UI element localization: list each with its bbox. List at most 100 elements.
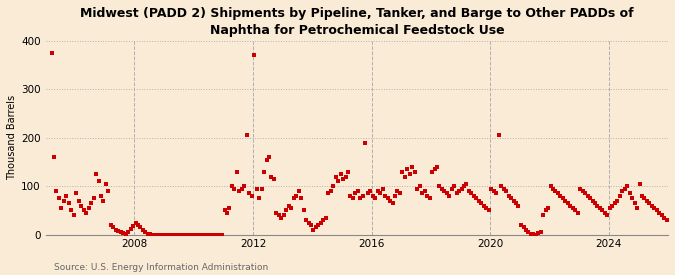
Point: [523, 230, 534, 234]
Title: Midwest (PADD 2) Shipments by Pipeline, Tanker, and Barge to Other PADDs of
Naph: Midwest (PADD 2) Shipments by Pipeline, …: [80, 7, 634, 37]
Point: [358, 194, 369, 198]
Point: [452, 191, 462, 196]
Point: [133, 223, 144, 227]
Point: [192, 232, 203, 237]
Point: [387, 201, 398, 205]
Point: [402, 167, 412, 171]
Point: [545, 184, 556, 188]
Point: [626, 196, 637, 200]
Point: [637, 194, 647, 198]
Point: [662, 218, 672, 222]
Point: [81, 211, 92, 215]
Point: [607, 204, 618, 208]
Point: [101, 182, 111, 186]
Point: [209, 232, 220, 237]
Point: [96, 194, 107, 198]
Point: [46, 51, 57, 55]
Point: [350, 191, 360, 196]
Point: [226, 184, 237, 188]
Point: [315, 220, 326, 225]
Point: [269, 177, 279, 181]
Point: [150, 232, 161, 237]
Point: [580, 191, 591, 196]
Point: [207, 232, 217, 237]
Point: [533, 231, 543, 235]
Point: [513, 204, 524, 208]
Point: [221, 211, 232, 215]
Point: [126, 227, 136, 231]
Point: [444, 194, 455, 198]
Point: [246, 194, 257, 198]
Point: [622, 184, 632, 188]
Point: [473, 199, 484, 203]
Point: [634, 182, 645, 186]
Point: [135, 225, 146, 230]
Point: [498, 186, 509, 191]
Point: [63, 201, 74, 205]
Point: [88, 196, 99, 200]
Point: [93, 179, 104, 183]
Point: [284, 204, 294, 208]
Point: [236, 186, 247, 191]
Point: [516, 223, 526, 227]
Point: [439, 189, 450, 193]
Point: [456, 186, 467, 191]
Point: [306, 223, 317, 227]
Point: [419, 189, 430, 193]
Point: [617, 189, 628, 193]
Point: [560, 199, 571, 203]
Point: [427, 169, 437, 174]
Point: [212, 232, 223, 237]
Point: [476, 201, 487, 205]
Point: [244, 191, 254, 196]
Point: [429, 167, 440, 171]
Point: [130, 220, 141, 225]
Point: [392, 189, 403, 193]
Point: [199, 232, 210, 237]
Point: [49, 155, 59, 159]
Point: [180, 232, 190, 237]
Point: [570, 208, 580, 213]
Point: [142, 232, 153, 236]
Point: [362, 191, 373, 196]
Point: [466, 191, 477, 196]
Point: [140, 230, 151, 234]
Point: [508, 199, 519, 203]
Point: [276, 216, 287, 220]
Point: [261, 157, 272, 162]
Point: [169, 232, 180, 237]
Point: [641, 199, 652, 203]
Point: [153, 232, 163, 237]
Point: [543, 206, 554, 210]
Point: [172, 232, 183, 237]
Point: [86, 201, 97, 205]
Point: [379, 194, 390, 198]
Point: [370, 196, 381, 200]
Point: [338, 177, 348, 181]
Point: [414, 184, 425, 188]
Point: [355, 196, 366, 200]
Point: [468, 194, 479, 198]
Point: [205, 232, 215, 237]
Point: [266, 174, 277, 179]
Point: [224, 206, 235, 210]
Point: [651, 208, 662, 213]
Point: [385, 199, 396, 203]
Point: [558, 196, 568, 200]
Point: [441, 191, 452, 196]
Point: [182, 232, 193, 237]
Point: [404, 172, 415, 176]
Point: [256, 186, 267, 191]
Point: [68, 213, 79, 218]
Point: [585, 196, 595, 200]
Point: [562, 201, 573, 205]
Point: [335, 172, 346, 176]
Point: [644, 201, 655, 205]
Point: [234, 189, 244, 193]
Point: [194, 232, 205, 237]
Point: [367, 194, 378, 198]
Point: [412, 186, 423, 191]
Point: [279, 213, 290, 218]
Point: [531, 232, 541, 237]
Point: [113, 229, 124, 233]
